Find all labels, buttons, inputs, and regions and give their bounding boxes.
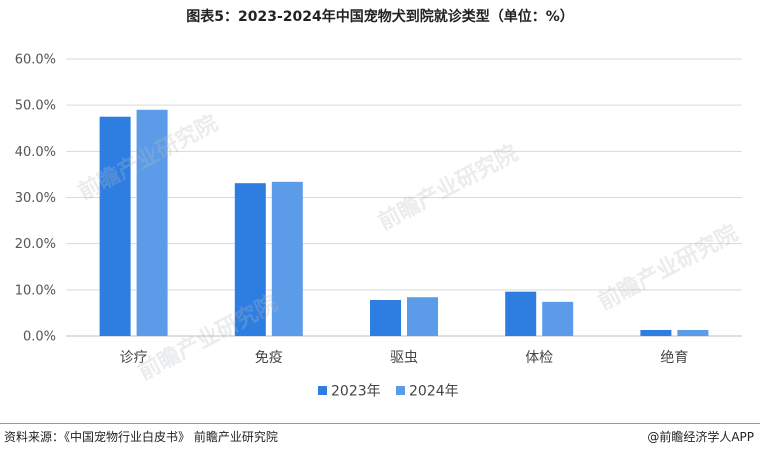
bar-2024年 xyxy=(407,297,438,336)
category-label: 绝育 xyxy=(660,350,688,366)
legend-swatch xyxy=(318,386,327,395)
y-tick-label: 10.0% xyxy=(15,283,56,298)
bar-2023年 xyxy=(234,183,266,336)
y-axis-ticks: 0.0% 10.0% 20.0% 30.0% 40.0% 50.0% 60.0% xyxy=(15,53,56,345)
y-tick-label: 60.0% xyxy=(15,53,56,68)
bar-2024年 xyxy=(271,181,303,336)
bar-2023年 xyxy=(99,116,131,336)
y-tick-label: 40.0% xyxy=(15,145,56,160)
y-tick-label: 20.0% xyxy=(15,237,56,252)
category-label: 免疫 xyxy=(255,350,283,366)
bar-2024年 xyxy=(677,329,709,336)
bar-2024年 xyxy=(542,301,574,336)
category-label: 驱虫 xyxy=(390,350,418,366)
legend-swatch xyxy=(396,386,405,395)
bar-2023年 xyxy=(370,299,401,336)
footer-divider xyxy=(0,423,760,424)
y-tick-label: 30.0% xyxy=(15,191,56,206)
y-tick-label: 50.0% xyxy=(15,99,56,114)
bar-2023年 xyxy=(640,329,672,336)
bars xyxy=(99,109,709,337)
category-label: 体检 xyxy=(525,350,553,366)
source-note: 资料来源：《中国宠物行业白皮书》 前瞻产业研究院 xyxy=(4,430,278,444)
bar-chart: 0.0% 10.0% 20.0% 30.0% 40.0% 50.0% 60.0% 诊疗 免疫 驱… xyxy=(15,53,742,400)
legend: 2023年 2024年 xyxy=(318,384,459,400)
legend-label: 2023年 xyxy=(331,384,381,400)
brand-credit: @前瞻经济学人APP xyxy=(647,430,754,444)
category-labels: 诊疗 免疫 驱虫 体检 绝育 xyxy=(120,350,689,366)
bar-2023年 xyxy=(505,291,537,336)
y-tick-label: 0.0% xyxy=(23,330,56,345)
bar-2024年 xyxy=(136,109,168,337)
category-label: 诊疗 xyxy=(120,350,148,366)
chart-title: 图表5：2023-2024年中国宠物犬到院就诊类型（单位：%） xyxy=(186,9,574,25)
legend-label: 2024年 xyxy=(409,384,459,400)
grid-lines xyxy=(66,58,742,337)
